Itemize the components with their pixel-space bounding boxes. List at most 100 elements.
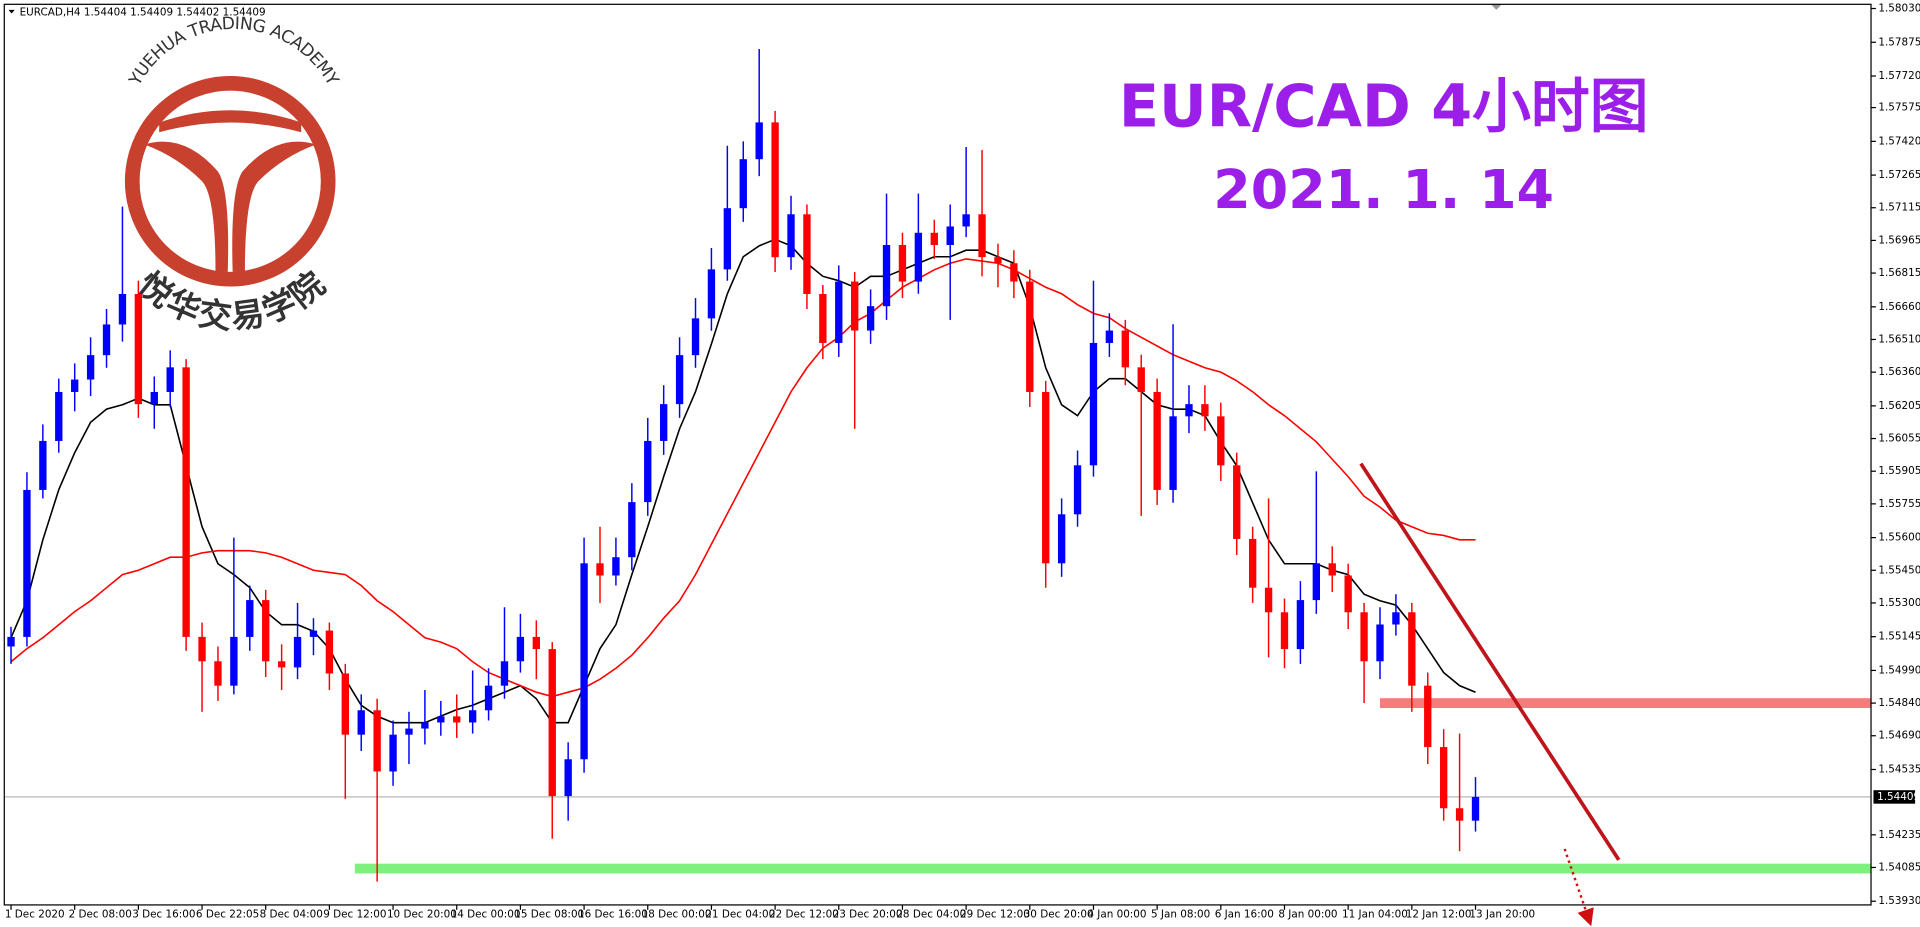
candle-body <box>739 159 747 209</box>
x-tick-label: 14 Dec 00:00 <box>451 909 521 921</box>
candle-body <box>580 563 588 760</box>
y-tick-label: 1.56510 <box>1878 333 1920 345</box>
candle-body <box>1042 391 1050 564</box>
y-tick-label: 1.57720 <box>1878 70 1920 82</box>
candle-body <box>421 722 429 729</box>
candle-body <box>994 257 1002 264</box>
candle-body <box>39 440 47 490</box>
x-tick-label: 5 Jan 08:00 <box>1151 909 1210 921</box>
candle-body <box>660 404 668 441</box>
candle-body <box>1248 538 1257 588</box>
candle-body <box>389 734 397 772</box>
plot-area <box>4 49 1872 882</box>
candle-body <box>532 636 540 650</box>
x-tick-label: 15 Dec 08:00 <box>514 909 584 921</box>
candle-body <box>1153 391 1161 490</box>
candle-body <box>1280 612 1289 650</box>
candle-body <box>1185 404 1193 417</box>
candle-body <box>835 281 843 343</box>
last-price-label: 1.54409 <box>1877 791 1920 803</box>
candle-body <box>628 502 636 558</box>
y-tick-label: 1.57575 <box>1878 102 1920 114</box>
candle-body <box>262 600 270 662</box>
candle-body <box>644 440 652 503</box>
x-tick-label: 4 Jan 00:00 <box>1087 909 1146 921</box>
candle-body <box>1471 796 1480 821</box>
x-tick-label: 21 Dec 04:00 <box>705 909 775 921</box>
y-tick-label: 1.54690 <box>1878 730 1920 742</box>
candle-body <box>437 716 445 723</box>
candle-body <box>1328 563 1336 576</box>
candle-body <box>882 244 891 307</box>
candle-body <box>691 318 700 356</box>
candle-body <box>803 214 811 294</box>
trendline <box>1359 462 1621 861</box>
x-tick-label: 29 Dec 12:00 <box>960 909 1030 921</box>
x-tick-label: 8 Jan 00:00 <box>1278 909 1337 921</box>
candle-body <box>851 281 859 331</box>
candle-body <box>182 367 190 637</box>
candle-body <box>23 489 31 637</box>
y-tick-label: 1.54840 <box>1878 697 1920 709</box>
y-tick-label: 1.54085 <box>1878 861 1920 873</box>
y-tick-label: 1.57875 <box>1878 36 1920 48</box>
candle-body <box>293 636 302 668</box>
candle-body <box>277 661 286 668</box>
y-tick-label: 1.57115 <box>1878 202 1920 214</box>
y-tick-label: 1.54535 <box>1878 763 1920 775</box>
candle-body <box>309 630 318 637</box>
candle-body <box>1105 330 1114 343</box>
candle-body <box>214 661 222 686</box>
candle-body <box>596 563 604 576</box>
candle-body <box>102 324 111 356</box>
candle-body <box>7 636 15 647</box>
y-tick-label: 1.56360 <box>1878 366 1920 378</box>
menu-triangle <box>8 9 15 14</box>
moving-average <box>10 238 1476 724</box>
candle-body <box>707 269 716 319</box>
candle-body <box>484 685 493 711</box>
candle-body <box>548 649 556 797</box>
y-tick-label: 1.55145 <box>1878 631 1920 643</box>
candle-body <box>357 710 365 735</box>
x-tick-label: 13 Jan 20:00 <box>1469 909 1535 921</box>
candle-body <box>246 600 254 637</box>
y-tick-label: 1.56965 <box>1878 234 1920 246</box>
dotted-arrow <box>1563 848 1594 927</box>
candle-body <box>1010 263 1018 282</box>
level-zone <box>1380 698 1872 708</box>
x-tick-label: 28 Dec 04:00 <box>896 909 966 921</box>
last-price-box <box>1873 790 1916 804</box>
candle-body <box>71 379 79 392</box>
x-tick-label: 12 Jan 12:00 <box>1406 909 1472 921</box>
y-tick-label: 1.55905 <box>1878 465 1920 477</box>
chart-title: EUR/CAD 4小时图 <box>1119 71 1649 140</box>
candle-body <box>1392 612 1400 625</box>
candle-body <box>1217 416 1225 466</box>
candle-body <box>1296 600 1305 650</box>
x-tick-label: 10 Dec 20:00 <box>387 909 457 921</box>
candle-body <box>1360 612 1368 662</box>
candle-body <box>1026 281 1034 392</box>
candle-body <box>1408 612 1416 686</box>
candle-body <box>373 710 381 772</box>
candle-body <box>771 122 779 258</box>
candle-body <box>1057 514 1066 564</box>
candle-body <box>914 232 923 282</box>
candle-body <box>1424 685 1432 748</box>
candle-body <box>134 293 143 405</box>
y-tick-label: 1.56815 <box>1878 267 1920 279</box>
y-tick-label: 1.54235 <box>1878 829 1920 841</box>
x-tick-label: 22 Dec 12:00 <box>769 909 839 921</box>
candle-body <box>946 226 954 245</box>
y-tick-label: 1.56205 <box>1878 400 1920 412</box>
candle-body <box>1376 624 1384 662</box>
x-tick-label: 2 Dec 08:00 <box>69 909 132 921</box>
candle-body <box>1455 808 1464 821</box>
y-tick-label: 1.57420 <box>1878 135 1920 147</box>
y-tick-label: 1.55300 <box>1878 597 1920 609</box>
candle-body <box>1169 416 1177 490</box>
candle-body <box>166 367 174 392</box>
